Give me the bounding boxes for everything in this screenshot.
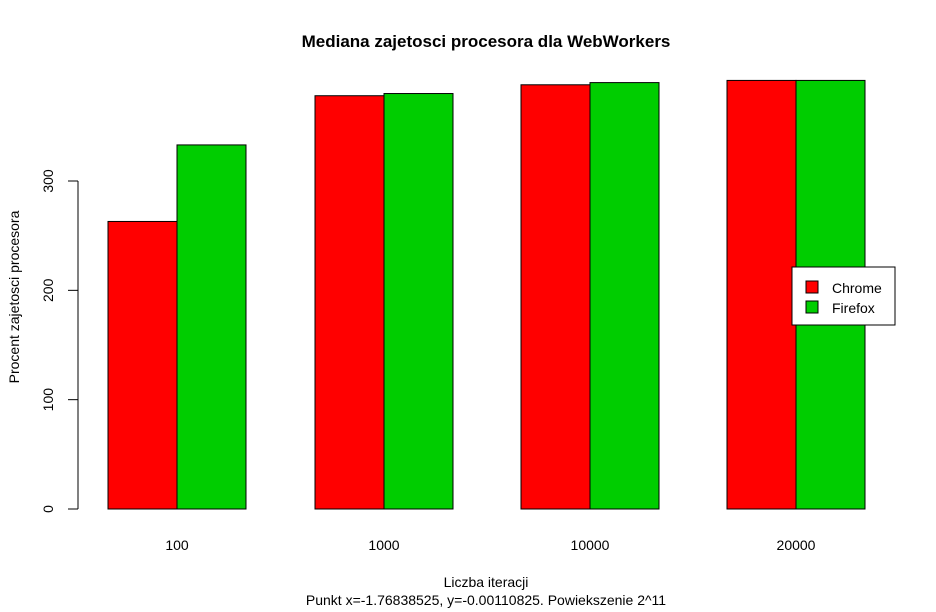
legend: Chrome Firefox (791, 266, 896, 326)
x-tick-label: 1000 (368, 537, 399, 553)
chart-subtitle: Punkt x=-1.76838525, y=-0.00110825. Powi… (306, 592, 666, 608)
x-axis-label: Liczba iteracji (444, 574, 529, 590)
legend-swatch-firefox (805, 300, 819, 314)
x-tick-label: 100 (165, 537, 189, 553)
x-tick-label: 10000 (571, 537, 610, 553)
bar-firefox-10000 (589, 82, 660, 510)
bar-chrome-20000 (726, 79, 797, 510)
x-axis-labels: 100 1000 10000 20000 (165, 537, 815, 553)
bar-chrome-1000 (314, 95, 385, 510)
legend-box (791, 266, 896, 326)
bar-chrome-10000 (520, 84, 591, 510)
bars-group (107, 79, 866, 510)
y-axis: 0 100 200 300 (40, 169, 79, 513)
y-tick-label: 300 (40, 169, 56, 193)
bar-firefox-1000 (383, 93, 454, 510)
bar-firefox-100 (176, 144, 247, 510)
bar-chrome-100 (107, 220, 178, 510)
legend-swatch-chrome (805, 280, 819, 294)
y-tick-label: 100 (40, 388, 56, 412)
y-tick-label: 200 (40, 278, 56, 302)
x-tick-label: 20000 (777, 537, 816, 553)
legend-label-chrome: Chrome (832, 280, 882, 296)
legend-label-firefox: Firefox (832, 300, 875, 316)
chart-title: Mediana zajetosci procesora dla WebWorke… (302, 32, 671, 51)
y-tick-label: 0 (40, 505, 56, 513)
y-axis-label: Procent zajetosci procesora (6, 210, 22, 383)
